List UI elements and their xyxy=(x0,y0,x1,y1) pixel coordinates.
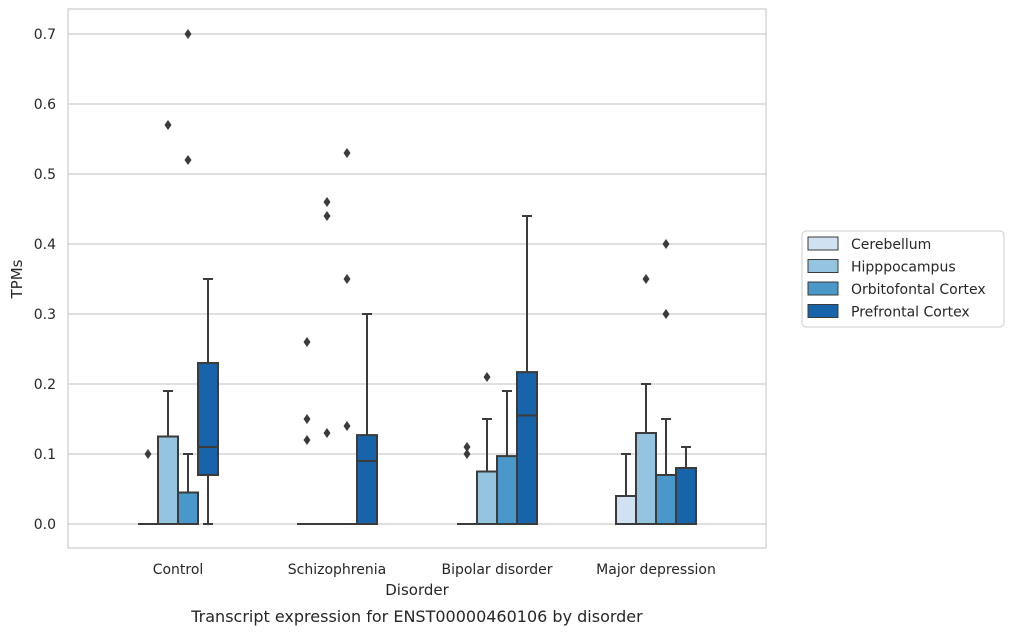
legend-swatch xyxy=(807,281,839,296)
y-tick-label: 0.0 xyxy=(34,517,56,533)
outlier-point xyxy=(343,274,351,284)
box-cerebellum xyxy=(457,442,477,525)
outlier-point xyxy=(642,274,650,284)
y-tick-label: 0.7 xyxy=(34,27,56,43)
x-axis-ticks: Control Schizophrenia Bipolar disorder Majo… xyxy=(153,562,716,578)
box-iqr xyxy=(197,362,219,476)
outlier-point xyxy=(343,421,351,431)
box-groups xyxy=(138,29,697,526)
outlier-point xyxy=(184,155,192,165)
outlier-point xyxy=(662,239,670,249)
legend-label: Cerebellum xyxy=(851,237,931,253)
chart-caption: Transcript expression for ENST0000046010… xyxy=(190,607,643,626)
x-tick-label: Schizophrenia xyxy=(288,562,386,578)
legend-swatch xyxy=(807,259,839,273)
box-hipppocampus xyxy=(157,120,179,525)
box-iqr xyxy=(615,495,637,525)
legend-label: Orbitofontal Cortex xyxy=(851,282,986,298)
outlier-point xyxy=(483,372,491,382)
box-iqr xyxy=(476,470,498,525)
box-cerebellum xyxy=(138,449,158,525)
outlier-point xyxy=(303,337,311,347)
outlier-point xyxy=(184,29,192,39)
x-tick-label: Bipolar disorder xyxy=(441,562,552,578)
box-iqr xyxy=(635,432,657,525)
y-tick-label: 0.3 xyxy=(34,307,56,323)
legend-label: Hipppocampus xyxy=(851,260,956,276)
box-iqr xyxy=(157,435,179,525)
x-axis-title: Disorder xyxy=(385,581,449,599)
legend: Cerebellum Hipppocampus Orbitofontal Corte… xyxy=(801,230,1005,328)
box-orbitofontal-cortex xyxy=(177,29,199,525)
y-tick-label: 0.2 xyxy=(34,377,56,393)
y-tick-label: 0.6 xyxy=(34,97,56,113)
legend-swatch xyxy=(807,236,839,251)
box-prefrontal-cortex xyxy=(356,313,378,526)
y-tick-label: 0.5 xyxy=(34,167,56,183)
outlier-point xyxy=(463,442,471,452)
outlier-point xyxy=(343,148,351,158)
legend-swatch xyxy=(807,304,839,318)
x-tick-label: Major depression xyxy=(596,562,716,578)
y-axis-ticks: 0.0 0.1 0.2 0.3 0.4 0.5 0.6 0.7 xyxy=(34,27,56,533)
box-prefrontal-cortex xyxy=(197,278,219,525)
box-iqr xyxy=(655,474,677,525)
outlier-point xyxy=(164,120,172,130)
box-iqr xyxy=(675,467,697,525)
y-tick-label: 0.4 xyxy=(34,237,56,253)
box-iqr xyxy=(356,434,378,526)
y-tick-label: 0.1 xyxy=(34,447,56,463)
legend-frame xyxy=(801,230,1005,328)
outlier-point xyxy=(144,449,152,459)
outlier-point xyxy=(662,309,670,319)
y-axis-title: TPMs xyxy=(8,259,26,299)
box-prefrontal-cortex xyxy=(675,446,697,525)
box-iqr xyxy=(177,491,199,525)
box-iqr xyxy=(516,371,538,525)
outlier-point xyxy=(303,414,311,424)
box-orbitofontal-cortex xyxy=(655,239,677,525)
x-tick-label: Control xyxy=(153,562,204,578)
box-cerebellum xyxy=(297,337,317,525)
box-hipppocampus xyxy=(317,197,337,525)
box-iqr xyxy=(496,455,518,526)
outlier-point xyxy=(323,428,331,438)
outlier-point xyxy=(303,435,311,445)
outlier-point xyxy=(463,449,471,459)
box-prefrontal-cortex xyxy=(516,215,538,525)
outlier-point xyxy=(323,197,331,207)
box-orbitofontal-cortex xyxy=(337,148,357,525)
outlier-point xyxy=(323,211,331,221)
legend-label: Prefrontal Cortex xyxy=(851,305,970,321)
